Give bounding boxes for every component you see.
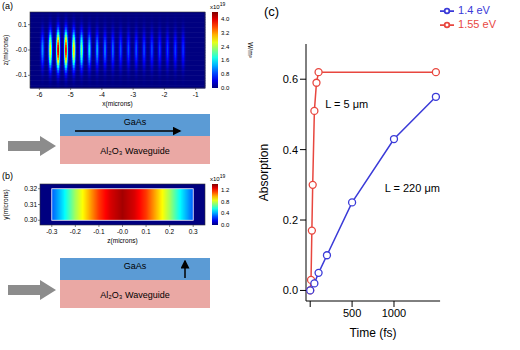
svg-text:0.31: 0.31 (24, 201, 37, 208)
svg-text:0.1: 0.1 (142, 228, 151, 235)
svg-text:0.8: 0.8 (221, 199, 230, 205)
svg-text:-0.0: -0.0 (117, 228, 129, 235)
svg-text:0.2: 0.2 (283, 214, 298, 226)
svg-text:-0.2: -0.2 (70, 228, 82, 235)
svg-text:0.0: 0.0 (283, 284, 298, 296)
svg-text:L = 220 μm: L = 220 μm (385, 182, 440, 194)
svg-text:0.0: 0.0 (221, 85, 230, 91)
svg-text:0.32: 0.32 (24, 185, 37, 192)
svg-text:-0.3: -0.3 (46, 228, 58, 235)
svg-text:1.2: 1.2 (221, 187, 230, 193)
svg-text:-4: -4 (99, 91, 105, 98)
svg-text:z(microns): z(microns) (2, 35, 10, 65)
svg-text:-1: -1 (193, 91, 199, 98)
svg-text:0.3: 0.3 (189, 228, 198, 235)
svg-text:(b): (b) (2, 171, 13, 181)
svg-text:-0.1: -0.1 (16, 71, 28, 78)
svg-text:0.30: 0.30 (24, 216, 37, 223)
svg-text:1.6: 1.6 (221, 57, 230, 63)
svg-text:0.2: 0.2 (165, 228, 174, 235)
svg-text:z(microns): z(microns) (107, 237, 137, 245)
svg-text:-0.1: -0.1 (93, 228, 105, 235)
svg-text:x1019: x1019 (210, 173, 225, 182)
svg-text:-0.0: -0.0 (16, 46, 28, 53)
svg-text:Al₂O₃ Waveguide: Al₂O₃ Waveguide (100, 290, 169, 300)
svg-text:-3: -3 (130, 91, 136, 98)
svg-text:-6: -6 (36, 91, 42, 98)
svg-text:GaAs: GaAs (124, 117, 147, 127)
svg-text:0.4: 0.4 (283, 144, 298, 156)
html-text:1.55 eV: 1.55 eV (458, 18, 496, 31)
svg-text:0.4: 0.4 (221, 210, 230, 216)
svg-text:Al₂O₃ Waveguide: Al₂O₃ Waveguide (100, 146, 169, 156)
svg-text:Absorption: Absorption (257, 144, 271, 201)
svg-text:x(microns): x(microns) (102, 100, 132, 108)
svg-text:-2: -2 (161, 91, 167, 98)
html-text:(c): (c) (264, 4, 280, 19)
svg-text:y(microns): y(microns) (2, 189, 10, 219)
svg-text:0.0: 0.0 (221, 222, 230, 228)
svg-text:0.6: 0.6 (283, 73, 298, 85)
svg-text:L = 5 μm: L = 5 μm (325, 98, 368, 110)
svg-text:0.8: 0.8 (221, 71, 230, 77)
svg-text:2.4: 2.4 (221, 44, 230, 50)
svg-text:x1019: x1019 (210, 1, 225, 10)
html-text:1.4 eV: 1.4 eV (458, 4, 490, 16)
svg-text:1000: 1000 (382, 307, 406, 319)
svg-text:GaAs: GaAs (124, 261, 147, 271)
svg-text:500: 500 (343, 307, 361, 319)
svg-text:(a): (a) (2, 1, 13, 11)
svg-text:3.2: 3.2 (221, 30, 230, 36)
svg-text:Time (fs): Time (fs) (350, 326, 397, 340)
svg-text:0.1: 0.1 (18, 21, 27, 28)
svg-text:W/m³: W/m³ (247, 42, 254, 58)
svg-text:-5: -5 (68, 91, 74, 98)
svg-text:4.0: 4.0 (221, 16, 230, 22)
